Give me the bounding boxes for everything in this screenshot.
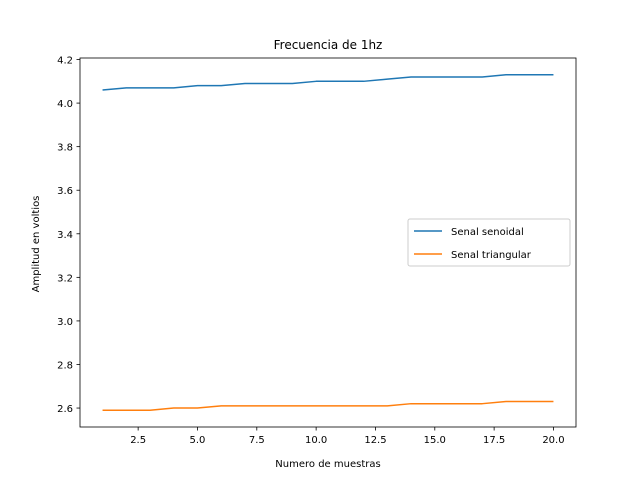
y-tick-label: 2.8 xyxy=(57,360,73,371)
chart-title: Frecuencia de 1hz xyxy=(274,38,383,52)
y-tick-label: 4.2 xyxy=(57,56,73,67)
x-tick-label: 2.5 xyxy=(130,435,146,446)
plot-layer xyxy=(102,74,554,411)
x-tick-label: 17.5 xyxy=(483,435,505,446)
x-tick-label: 20.0 xyxy=(542,435,564,446)
y-tick-label: 3.4 xyxy=(57,230,73,241)
y-axis: 2.6 2.8 3.0 3.2 3.4 3.6 3.8 4.0 4.2 xyxy=(57,56,80,415)
x-tick-label: 12.5 xyxy=(364,435,386,446)
x-tick-label: 7.5 xyxy=(249,435,265,446)
x-axis: 2.5 5.0 7.5 10.0 12.5 15.0 17.5 20.0 xyxy=(130,427,565,446)
series-line-1 xyxy=(102,74,554,91)
x-tick-label: 10.0 xyxy=(305,435,327,446)
y-tick-label: 3.0 xyxy=(57,317,73,328)
legend-box xyxy=(407,218,571,267)
y-tick-label: 4.0 xyxy=(57,99,73,110)
y-tick-label: 3.8 xyxy=(57,143,73,154)
y-tick-label: 2.6 xyxy=(57,404,73,415)
legend-label: Senal triangular xyxy=(451,250,532,261)
y-tick-label: 3.6 xyxy=(57,186,73,197)
legend-label: Senal senoidal xyxy=(451,227,524,238)
series-line-2 xyxy=(102,400,554,411)
x-tick-label: 15.0 xyxy=(424,435,446,446)
plot-frame xyxy=(79,57,577,428)
y-axis-label: Amplitud en voltios xyxy=(31,196,42,293)
y-tick-label: 3.2 xyxy=(57,273,73,284)
legend: Senal senoidal Senal triangular xyxy=(407,218,571,267)
x-axis-label: Numero de muestras xyxy=(275,459,380,470)
x-tick-label: 5.0 xyxy=(190,435,206,446)
